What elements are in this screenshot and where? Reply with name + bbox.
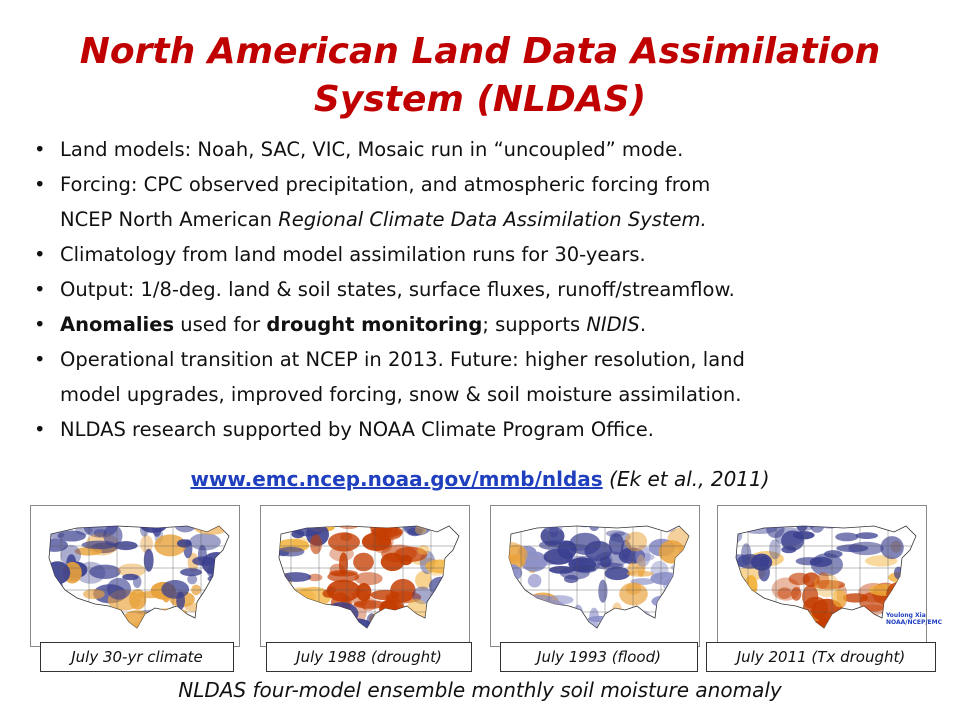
bullet-item: Output: 1/8-deg. land & soil states, sur… bbox=[34, 272, 934, 307]
us-map-image bbox=[508, 525, 690, 629]
credit-line: Youlong Xia bbox=[886, 612, 926, 619]
map-climate bbox=[30, 505, 240, 647]
bullet-text: Operational transition at NCEP in 2013. … bbox=[60, 348, 745, 371]
reference-line: www.emc.ncep.noaa.gov/mmb/nldas (Ek et a… bbox=[0, 467, 960, 491]
bullet-text: Climatology from land model assimilation… bbox=[60, 243, 646, 266]
bullet-emphasis: Regional Climate Data Assimilation Syste… bbox=[278, 208, 707, 231]
map-caption: July 30-yr climate bbox=[40, 642, 234, 672]
bullet-text: Output: 1/8-deg. land & soil states, sur… bbox=[60, 278, 735, 301]
slide-title: North American Land Data Assimilation Sy… bbox=[0, 28, 960, 124]
map-1988-drought bbox=[260, 505, 470, 647]
bullet-emphasis: NIDIS bbox=[586, 313, 640, 336]
bullet-text: NCEP North American bbox=[60, 208, 279, 231]
bullet-bold: Anomalies bbox=[60, 313, 175, 336]
bottom-caption: NLDAS four-model ensemble monthly soil m… bbox=[178, 678, 782, 702]
bullet-bold: drought monitoring bbox=[266, 313, 483, 336]
us-map-image bbox=[48, 525, 230, 629]
citation: (Ek et al., 2011) bbox=[602, 467, 770, 491]
title-line-1: North American Land Data Assimilation bbox=[79, 31, 881, 72]
bullet-list: Land models: Noah, SAC, VIC, Mosaic run … bbox=[34, 132, 934, 447]
bullet-text: model upgrades, improved forcing, snow &… bbox=[60, 383, 742, 406]
us-outline bbox=[48, 525, 230, 629]
map-caption: July 2011 (Tx drought) bbox=[706, 642, 936, 672]
bullet-text: ; supports bbox=[482, 313, 587, 336]
credit-line: NOAA/NCEP/EMC bbox=[886, 619, 943, 626]
bullet-item: Anomalies used for drought monitoring; s… bbox=[34, 307, 934, 342]
us-map-image bbox=[735, 525, 917, 629]
bullet-text: Forcing: CPC observed precipitation, and… bbox=[60, 173, 711, 196]
map-caption: July 1988 (drought) bbox=[266, 642, 472, 672]
bullet-text: Land models: Noah, SAC, VIC, Mosaic run … bbox=[60, 138, 684, 161]
bullet-item: NLDAS research supported by NOAA Climate… bbox=[34, 412, 934, 447]
bullet-text: used for bbox=[174, 313, 267, 336]
map-1993-flood bbox=[490, 505, 700, 647]
nldas-link[interactable]: www.emc.ncep.noaa.gov/mmb/nldas bbox=[190, 467, 603, 491]
us-map-image bbox=[278, 525, 460, 629]
bullet-item: Forcing: CPC observed precipitation, and… bbox=[34, 167, 934, 237]
bullet-item: Operational transition at NCEP in 2013. … bbox=[34, 342, 934, 412]
title-line-2: System (NLDAS) bbox=[313, 79, 647, 120]
bullet-text-continued: NCEP North American Regional Climate Dat… bbox=[60, 202, 934, 237]
bullet-text: NLDAS research supported by NOAA Climate… bbox=[60, 418, 654, 441]
map-credit: Youlong Xia NOAA/NCEP/EMC bbox=[886, 612, 942, 626]
bullet-text: . bbox=[639, 313, 647, 336]
bullet-item: Land models: Noah, SAC, VIC, Mosaic run … bbox=[34, 132, 934, 167]
map-caption: July 1993 (flood) bbox=[500, 642, 698, 672]
map-2011-tx-drought: Youlong Xia NOAA/NCEP/EMC bbox=[717, 505, 942, 647]
bullet-item: Climatology from land model assimilation… bbox=[34, 237, 934, 272]
